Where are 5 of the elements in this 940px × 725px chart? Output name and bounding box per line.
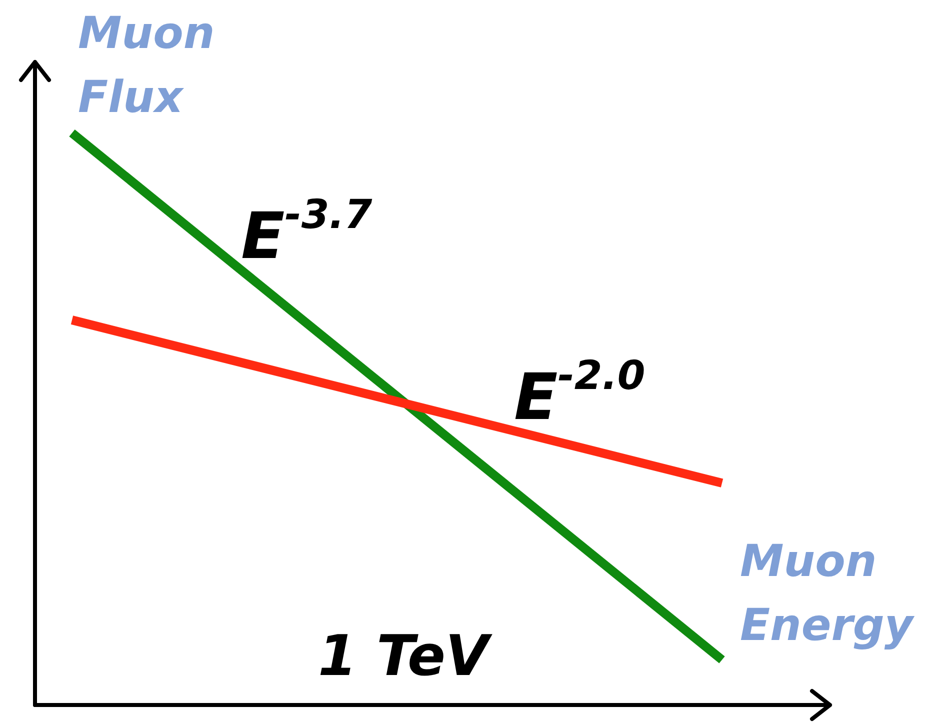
series-label: E$^{-3.7}$ — [241, 192, 372, 274]
annotation: 1 TeV — [318, 624, 494, 689]
x-axis-title: Muon Energy — [740, 536, 916, 651]
y-axis-title: Muon Flux — [78, 8, 230, 123]
series-label: E$^{-2.0}$ — [514, 352, 646, 435]
